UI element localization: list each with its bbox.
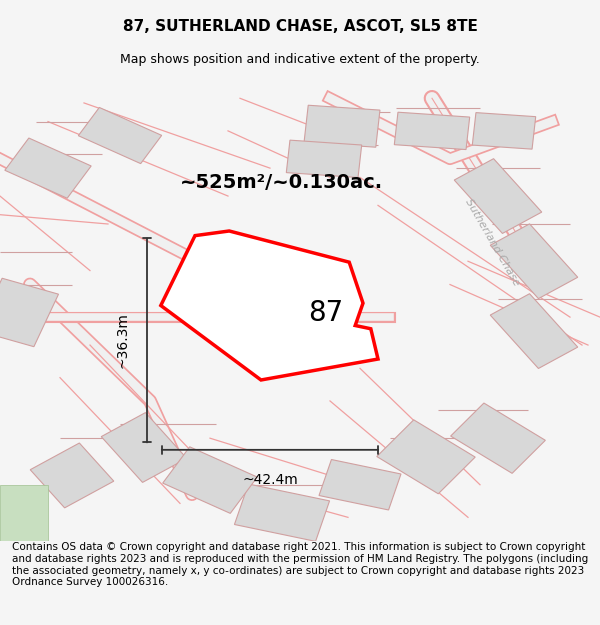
Polygon shape	[472, 112, 536, 149]
Polygon shape	[451, 403, 545, 473]
Polygon shape	[377, 420, 475, 494]
Polygon shape	[319, 459, 401, 510]
Polygon shape	[286, 140, 362, 177]
Text: Map shows position and indicative extent of the property.: Map shows position and indicative extent…	[120, 52, 480, 66]
Text: ~36.3m: ~36.3m	[115, 312, 129, 368]
Polygon shape	[235, 484, 329, 541]
Text: ~42.4m: ~42.4m	[242, 473, 298, 487]
Polygon shape	[304, 105, 380, 148]
Text: ~525m²/~0.130ac.: ~525m²/~0.130ac.	[180, 173, 383, 192]
Polygon shape	[161, 231, 378, 380]
Polygon shape	[30, 443, 114, 508]
Polygon shape	[79, 107, 161, 164]
Polygon shape	[0, 485, 48, 541]
Polygon shape	[454, 159, 542, 234]
Polygon shape	[101, 412, 187, 482]
Polygon shape	[0, 278, 59, 347]
Text: 87, SUTHERLAND CHASE, ASCOT, SL5 8TE: 87, SUTHERLAND CHASE, ASCOT, SL5 8TE	[122, 19, 478, 34]
Polygon shape	[5, 138, 91, 198]
Polygon shape	[394, 112, 470, 149]
Text: Sutherland Chase: Sutherland Chase	[463, 198, 521, 288]
Polygon shape	[490, 294, 578, 369]
Text: 87: 87	[308, 299, 343, 327]
Polygon shape	[490, 224, 578, 299]
Polygon shape	[163, 447, 257, 513]
Text: Contains OS data © Crown copyright and database right 2021. This information is : Contains OS data © Crown copyright and d…	[12, 542, 588, 587]
